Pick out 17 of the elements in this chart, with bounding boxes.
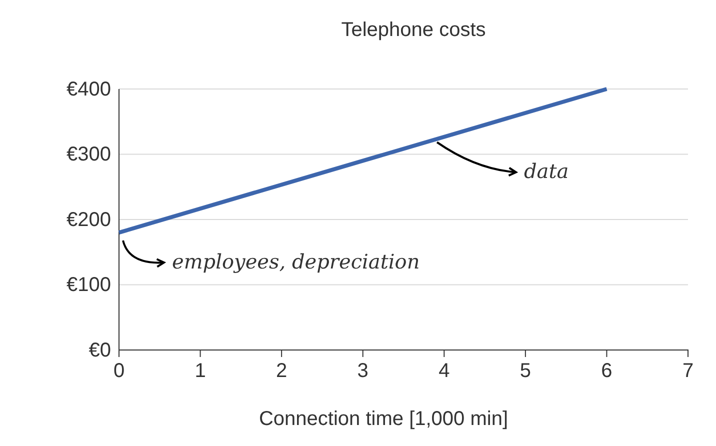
y-tick-label: €100 [66,274,111,296]
x-tick-label: 3 [357,360,368,382]
x-axis-title: Connection time [1,000 min] [258,408,508,430]
x-tick-label: 0 [113,360,125,382]
y-tick-label: €400 [66,78,111,100]
x-tick-label: 1 [194,360,206,382]
x-tick-label: 6 [601,360,612,382]
annotation: data [524,159,569,184]
x-tick-label: 2 [276,360,288,382]
chart-title: Telephone costs [341,19,486,41]
y-tick-label: €0 [88,339,111,362]
x-tick-label: 4 [438,360,450,382]
y-tick-label: €300 [66,144,111,166]
x-tick-label: 5 [520,360,531,382]
annotation: employees, depreciation [172,250,420,274]
y-tick-label: €200 [66,208,111,231]
x-tick-label: 7 [682,360,694,382]
